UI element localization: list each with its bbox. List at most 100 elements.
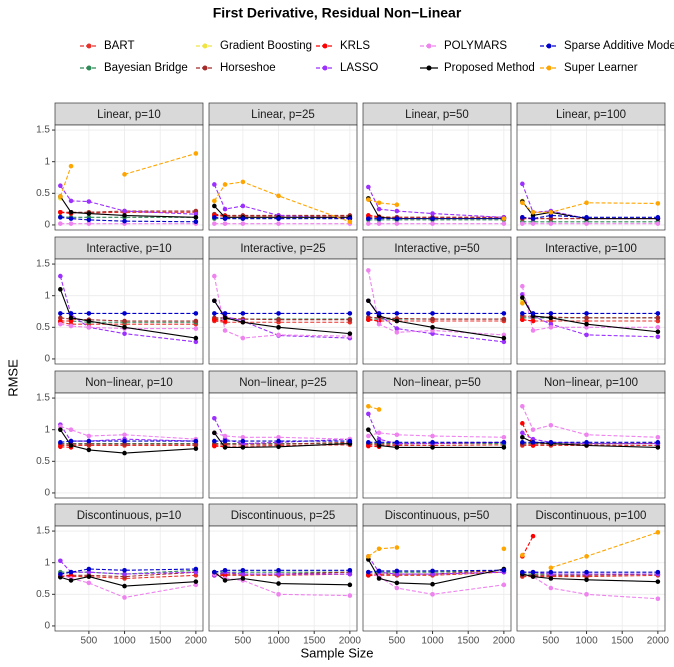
data-point (501, 311, 507, 316)
data-point (430, 433, 435, 439)
data-point (655, 440, 661, 445)
strip-label: Discontinuous, p=100 (536, 510, 647, 522)
y-tick-label: 1.5 (36, 259, 50, 270)
data-point (222, 445, 228, 450)
data-point (366, 554, 371, 559)
data-point (501, 567, 507, 573)
data-point (122, 595, 127, 600)
data-point (366, 311, 371, 316)
series-line (60, 216, 196, 223)
data-point (584, 577, 589, 583)
legend-key-dot (546, 65, 552, 71)
data-point (347, 567, 353, 573)
data-point (193, 211, 199, 217)
data-point (548, 315, 554, 321)
data-point (520, 221, 525, 226)
data-point (222, 216, 228, 221)
data-point (520, 181, 525, 187)
strip-label: Non−linear, p=10 (85, 377, 173, 389)
y-tick-label: 1 (44, 557, 50, 568)
data-point (58, 427, 63, 432)
data-point (520, 403, 525, 409)
data-point (240, 438, 246, 444)
data-point (222, 315, 228, 321)
data-point (86, 447, 92, 453)
data-point (240, 434, 246, 440)
data-point (68, 315, 74, 321)
data-point (376, 321, 382, 327)
data-point (68, 438, 74, 444)
data-point (376, 430, 382, 436)
series-line (368, 569, 504, 573)
data-point (584, 443, 589, 448)
data-point (376, 221, 382, 226)
data-point (122, 438, 127, 444)
data-point (347, 331, 353, 336)
data-point (366, 268, 371, 273)
strip-label: Linear, p=25 (251, 109, 315, 121)
data-point (240, 567, 246, 573)
data-point (86, 566, 92, 572)
x-tick-label: 1500 (611, 636, 634, 647)
data-point (394, 330, 400, 335)
data-point (276, 325, 281, 330)
x-tick-label: 2000 (339, 636, 362, 647)
data-point (394, 202, 400, 207)
data-point (193, 311, 199, 316)
series-line (214, 432, 350, 440)
data-point (58, 574, 63, 580)
legend-label: BART (104, 40, 134, 52)
data-point (655, 201, 661, 206)
series-line (214, 317, 350, 321)
data-point (58, 558, 63, 564)
legend-label: LASSO (340, 62, 378, 74)
data-point (394, 585, 400, 591)
data-point (366, 557, 371, 562)
data-point (520, 440, 525, 445)
data-point (376, 407, 382, 412)
data-point (530, 328, 536, 333)
data-point (366, 443, 371, 449)
data-point (430, 592, 435, 597)
data-point (68, 311, 74, 316)
y-tick-label: 1 (44, 290, 50, 301)
y-axis-label: RMSE (5, 359, 20, 397)
legend-label: Sparse Additive Model (564, 40, 674, 52)
data-point (376, 443, 382, 448)
data-point (212, 198, 217, 204)
data-point (347, 219, 353, 225)
legend-key-dot (426, 65, 432, 71)
data-point (520, 311, 525, 316)
data-point (430, 211, 435, 216)
data-point (122, 331, 127, 336)
data-point (520, 283, 525, 289)
data-point (520, 295, 525, 300)
y-tick-label: 1 (44, 424, 50, 435)
panel-background (517, 526, 665, 631)
data-point (68, 209, 74, 215)
data-point (366, 221, 371, 226)
data-point (212, 416, 217, 421)
y-tick-label: 1 (44, 156, 50, 167)
data-point (68, 323, 74, 329)
series-line (368, 199, 397, 206)
strip-label: Non−linear, p=25 (239, 377, 327, 389)
data-point (212, 569, 217, 575)
data-point (276, 216, 281, 221)
data-point (366, 317, 371, 323)
legend-label: Horseshoe (220, 62, 276, 74)
y-tick-label: 0.5 (36, 589, 50, 600)
panel-border (516, 124, 666, 231)
series-line (60, 210, 196, 213)
data-point (222, 573, 228, 578)
data-point (58, 273, 63, 279)
strip-label: Non−linear, p=100 (544, 377, 638, 389)
data-point (655, 221, 661, 226)
data-point (376, 576, 382, 581)
series-line (214, 571, 350, 575)
x-tick-label: 1000 (267, 636, 290, 647)
data-point (86, 433, 92, 439)
data-point (58, 209, 63, 215)
data-point (193, 208, 199, 214)
data-point (584, 215, 589, 220)
